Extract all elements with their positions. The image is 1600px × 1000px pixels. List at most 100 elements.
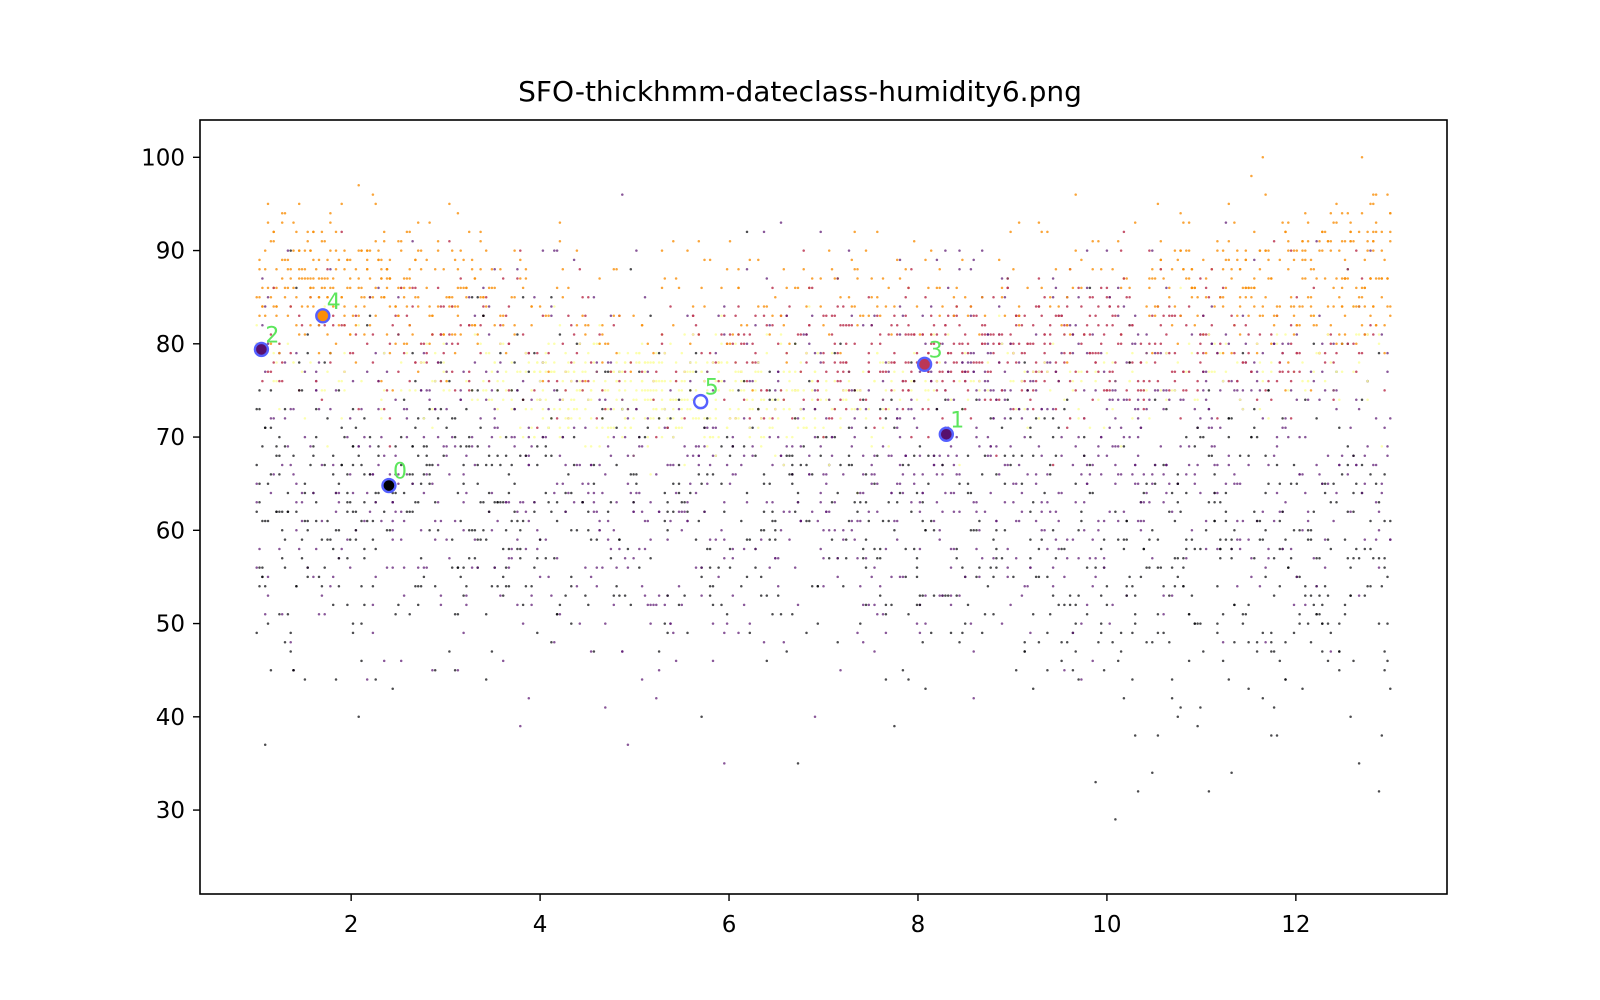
data-point	[1383, 351, 1386, 355]
data-point	[340, 547, 343, 551]
data-point	[737, 333, 740, 336]
data-point	[272, 361, 275, 364]
data-point	[1023, 650, 1026, 653]
data-point	[329, 361, 332, 364]
data-point	[751, 454, 754, 457]
data-point	[638, 361, 641, 364]
data-point	[1125, 398, 1128, 402]
data-point	[269, 491, 273, 495]
data-point	[706, 361, 709, 364]
data-point	[516, 538, 519, 541]
data-point	[1261, 379, 1265, 383]
data-point	[609, 407, 613, 411]
data-point	[657, 594, 661, 597]
data-point	[414, 286, 417, 290]
data-point	[368, 323, 372, 327]
data-point	[368, 435, 372, 439]
data-point	[448, 650, 451, 653]
data-point	[975, 547, 978, 551]
data-point	[1309, 538, 1313, 541]
data-point	[1051, 463, 1055, 467]
data-point	[1386, 659, 1389, 663]
data-point	[876, 351, 879, 355]
data-point	[1054, 538, 1058, 541]
data-point	[601, 389, 604, 392]
data-point	[297, 314, 301, 318]
data-point	[553, 557, 556, 560]
data-point	[448, 389, 451, 392]
data-point	[890, 398, 893, 402]
data-point	[748, 258, 752, 262]
data-point	[657, 351, 661, 355]
data-point	[946, 314, 950, 318]
data-point	[445, 342, 448, 346]
data-point	[904, 547, 907, 551]
data-point	[873, 482, 876, 485]
data-point	[331, 454, 335, 457]
data-point	[1230, 267, 1233, 271]
data-point	[1196, 426, 1199, 429]
data-point	[1151, 267, 1154, 271]
data-point	[1037, 445, 1041, 448]
data-point	[348, 258, 352, 262]
data-point	[640, 585, 644, 588]
data-point	[261, 323, 264, 327]
data-point	[572, 426, 576, 429]
data-point	[799, 463, 803, 467]
data-point	[1153, 482, 1157, 485]
data-point	[1389, 305, 1392, 308]
data-point	[731, 342, 735, 346]
data-point	[1287, 249, 1290, 252]
data-point	[521, 435, 525, 439]
data-point	[706, 370, 709, 374]
data-point	[1278, 361, 1282, 364]
data-point	[1196, 379, 1199, 383]
data-point	[626, 743, 630, 747]
data-point	[1202, 351, 1205, 355]
y-tick-label: 100	[141, 145, 185, 171]
data-point	[989, 491, 992, 495]
data-point	[887, 370, 890, 374]
data-point	[377, 445, 380, 448]
data-point	[632, 398, 635, 402]
data-point	[861, 323, 865, 327]
data-point	[425, 361, 428, 364]
data-point	[1029, 398, 1032, 402]
data-point	[1227, 463, 1231, 467]
data-point	[1315, 463, 1318, 467]
data-point	[910, 407, 913, 411]
data-point	[941, 305, 944, 308]
data-point	[935, 389, 939, 392]
data-point	[1068, 379, 1072, 383]
data-point	[1304, 258, 1307, 262]
data-point	[621, 407, 624, 411]
data-point	[300, 389, 304, 392]
data-point	[482, 529, 485, 532]
data-point	[1136, 482, 1140, 485]
data-point	[1247, 687, 1250, 691]
data-point	[1338, 668, 1341, 672]
data-point	[1182, 389, 1185, 392]
data-point	[348, 333, 352, 336]
data-point	[280, 361, 284, 364]
data-point	[499, 314, 502, 318]
data-point	[555, 501, 559, 504]
data-point	[1185, 389, 1188, 392]
data-point	[873, 650, 876, 653]
data-point	[280, 379, 284, 383]
data-point	[487, 305, 491, 308]
data-point	[558, 407, 562, 411]
data-point	[439, 361, 443, 364]
data-point	[368, 445, 372, 448]
data-point	[677, 407, 681, 411]
data-point	[867, 295, 871, 299]
data-point	[822, 314, 825, 318]
data-point	[606, 426, 610, 429]
data-point	[672, 398, 675, 402]
data-point	[776, 370, 780, 374]
data-point	[445, 379, 448, 383]
data-point	[723, 379, 726, 383]
data-point	[385, 370, 389, 374]
data-point	[604, 473, 607, 476]
data-point	[748, 417, 752, 420]
